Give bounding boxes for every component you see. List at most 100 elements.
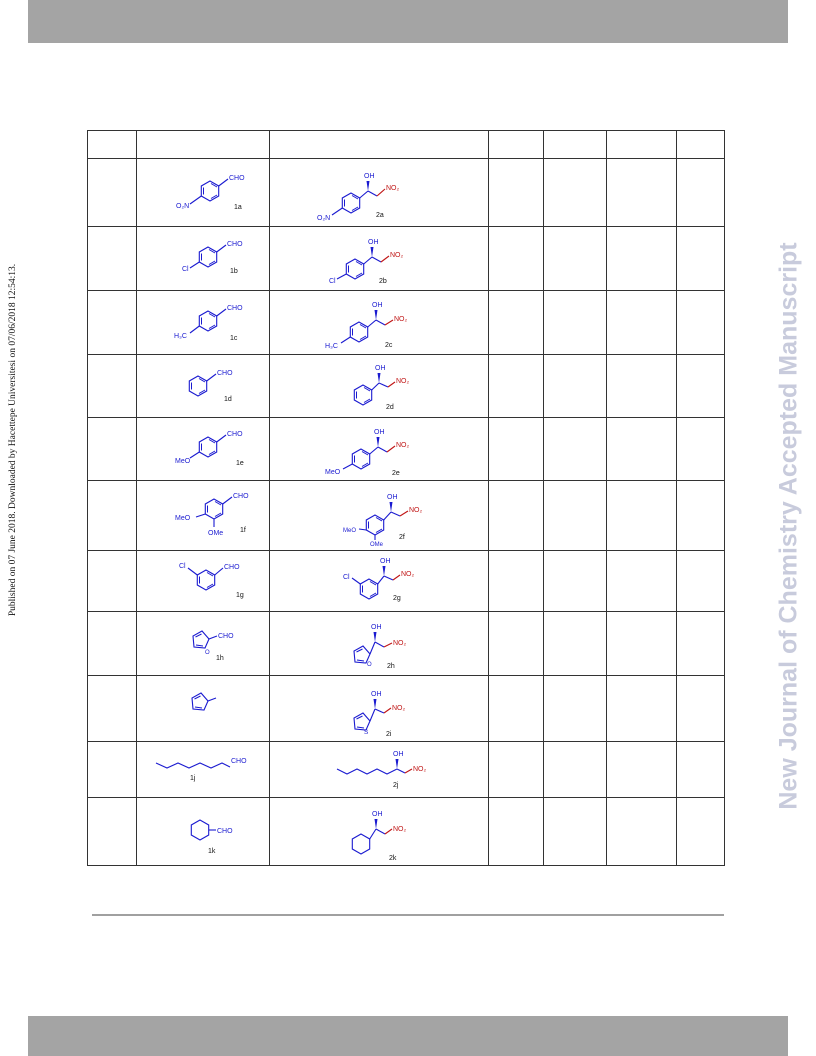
hydroxy-label: OH xyxy=(371,691,382,698)
footnote-divider xyxy=(92,914,724,916)
entry-cell xyxy=(87,158,137,227)
substrate-1i-structure xyxy=(191,691,217,711)
product-cell: OH NO₂ MeO OMe 2f xyxy=(269,480,489,551)
substrate-1b-structure: CHO Cl 1b xyxy=(182,241,243,275)
hydroxy-label: OH xyxy=(387,494,398,501)
compound-label: 2g xyxy=(393,595,401,602)
group-label: CHO xyxy=(227,241,243,248)
substituent-label: O₂N xyxy=(176,203,189,210)
hydroxy-label: OH xyxy=(380,558,391,565)
entry-cell xyxy=(87,550,137,612)
table-row: CHO Cl 1g OH NO₂ Cl 2g xyxy=(87,550,725,612)
nitro-label: NO₂ xyxy=(396,442,410,449)
compound-label: 1e xyxy=(236,460,244,467)
compound-label: 2h xyxy=(387,663,395,670)
product-cell: OH NO₂ H₃C 2c xyxy=(269,290,489,355)
table-row: OH NO₂ S 2i xyxy=(87,675,725,742)
substituent-label: H₃C xyxy=(325,343,338,350)
substrate-cell: CHO 1k xyxy=(136,797,270,866)
entry-cell xyxy=(87,226,137,291)
nitro-label: NO₂ xyxy=(394,316,408,323)
group-label: CHO xyxy=(229,175,245,182)
table-row: CHO MeO OMe 1f OH NO₂ xyxy=(87,480,725,551)
substrate-cell: CHO MeO 1e xyxy=(136,417,270,481)
entry-cell xyxy=(87,480,137,551)
compound-label: 1h xyxy=(216,655,224,662)
compound-label: 1b xyxy=(230,268,238,275)
product-cell: OH NO₂ O₂N 2a xyxy=(269,158,489,227)
entry-cell xyxy=(87,797,137,866)
substrate-cell xyxy=(136,675,270,742)
substrate-cell: CHO MeO OMe 1f xyxy=(136,480,270,551)
compound-label: 1k xyxy=(208,848,216,855)
compound-label: 2j xyxy=(393,782,399,789)
footer-bar xyxy=(28,1016,788,1056)
substrate-cell: CHO Cl 1b xyxy=(136,226,270,291)
product-2i-structure: OH NO₂ S 2i xyxy=(353,691,406,738)
heteroatom-label: O xyxy=(367,662,372,668)
table-header-row xyxy=(87,130,725,159)
product-cell: OH NO₂ 2j xyxy=(269,741,489,798)
nitro-label: NO₂ xyxy=(386,185,400,192)
compound-label: 2d xyxy=(386,404,394,411)
group-label: CHO xyxy=(231,758,247,765)
substrate-1d-structure: CHO 1d xyxy=(188,370,233,403)
product-2h-structure: OH NO₂ O 2h xyxy=(353,624,407,670)
entry-cell xyxy=(87,354,137,418)
hydroxy-label: OH xyxy=(372,811,383,818)
heteroatom-label: O xyxy=(205,650,210,656)
group-label: CHO xyxy=(218,633,234,640)
compound-label: 2i xyxy=(386,731,392,738)
compound-label: 2k xyxy=(389,855,397,862)
substituent-label: Cl xyxy=(179,563,186,570)
product-cell: OH NO₂ O 2h xyxy=(269,611,489,676)
entry-cell xyxy=(87,611,137,676)
compound-label: 1g xyxy=(236,592,244,599)
substrate-1a-structure: CHO O₂N 1a xyxy=(176,175,245,211)
substituent-label: MeO xyxy=(175,458,191,465)
substrate-cell: CHO O₂N 1a xyxy=(136,158,270,227)
hydroxy-label: OH xyxy=(375,365,386,372)
entry-cell xyxy=(87,675,137,742)
product-cell: OH NO₂ Cl 2g xyxy=(269,550,489,612)
product-2k-structure: OH NO₂ 2k xyxy=(351,811,407,862)
substrate-cell: CHO O 1h xyxy=(136,611,270,676)
substituent-label: MeO xyxy=(325,469,341,476)
product-2g-structure: OH NO₂ Cl 2g xyxy=(343,558,415,602)
nitro-label: NO₂ xyxy=(396,378,410,385)
hydroxy-label: OH xyxy=(368,239,379,246)
hydroxy-label: OH xyxy=(372,302,383,309)
product-2d-structure: OH NO₂ 2d xyxy=(353,365,410,411)
group-label: CHO xyxy=(224,564,240,571)
entry-cell xyxy=(87,741,137,798)
substrate-1e-structure: CHO MeO 1e xyxy=(175,431,244,467)
nitro-label: NO₂ xyxy=(393,826,407,833)
table-row: CHO O₂N 1a OH NO₂ O₂N 2a xyxy=(87,158,725,227)
hydroxy-label: OH xyxy=(364,173,375,180)
table-row: CHO O 1h OH NO₂ O 2h xyxy=(87,611,725,676)
hydroxy-label: OH xyxy=(371,624,382,631)
nitro-label: NO₂ xyxy=(401,571,415,578)
compound-label: 2f xyxy=(399,534,405,541)
product-2j-structure: OH NO₂ 2j xyxy=(336,751,427,789)
entry-cell xyxy=(87,417,137,481)
product-cell: OH NO₂ 2k xyxy=(269,797,489,866)
substrate-cell: CHO Cl 1g xyxy=(136,550,270,612)
substrate-cell: CHO H₃C 1c xyxy=(136,290,270,355)
compound-label: 2e xyxy=(392,470,400,477)
table-row: CHO Cl 1b OH NO₂ Cl 2b xyxy=(87,226,725,291)
substrate-cell: CHO 1d xyxy=(136,354,270,418)
hydroxy-label: OH xyxy=(374,429,385,436)
nitro-label: NO₂ xyxy=(413,766,427,773)
nitro-label: NO₂ xyxy=(392,705,406,712)
table-row: CHO H₃C 1c OH NO₂ H₃C 2c xyxy=(87,290,725,355)
product-2c-structure: OH NO₂ H₃C 2c xyxy=(325,302,408,350)
product-cell: OH NO₂ 2d xyxy=(269,354,489,418)
table-row: CHO 1k OH NO₂ 2k xyxy=(87,797,725,866)
journal-watermark: New Journal of Chemistry Accepted Manusc… xyxy=(774,242,803,810)
product-cell: OH NO₂ Cl 2b xyxy=(269,226,489,291)
entry-cell xyxy=(87,290,137,355)
group-label: CHO xyxy=(227,431,243,438)
nitro-label: NO₂ xyxy=(409,507,423,514)
table-row: CHO 1d OH NO₂ 2d xyxy=(87,354,725,418)
